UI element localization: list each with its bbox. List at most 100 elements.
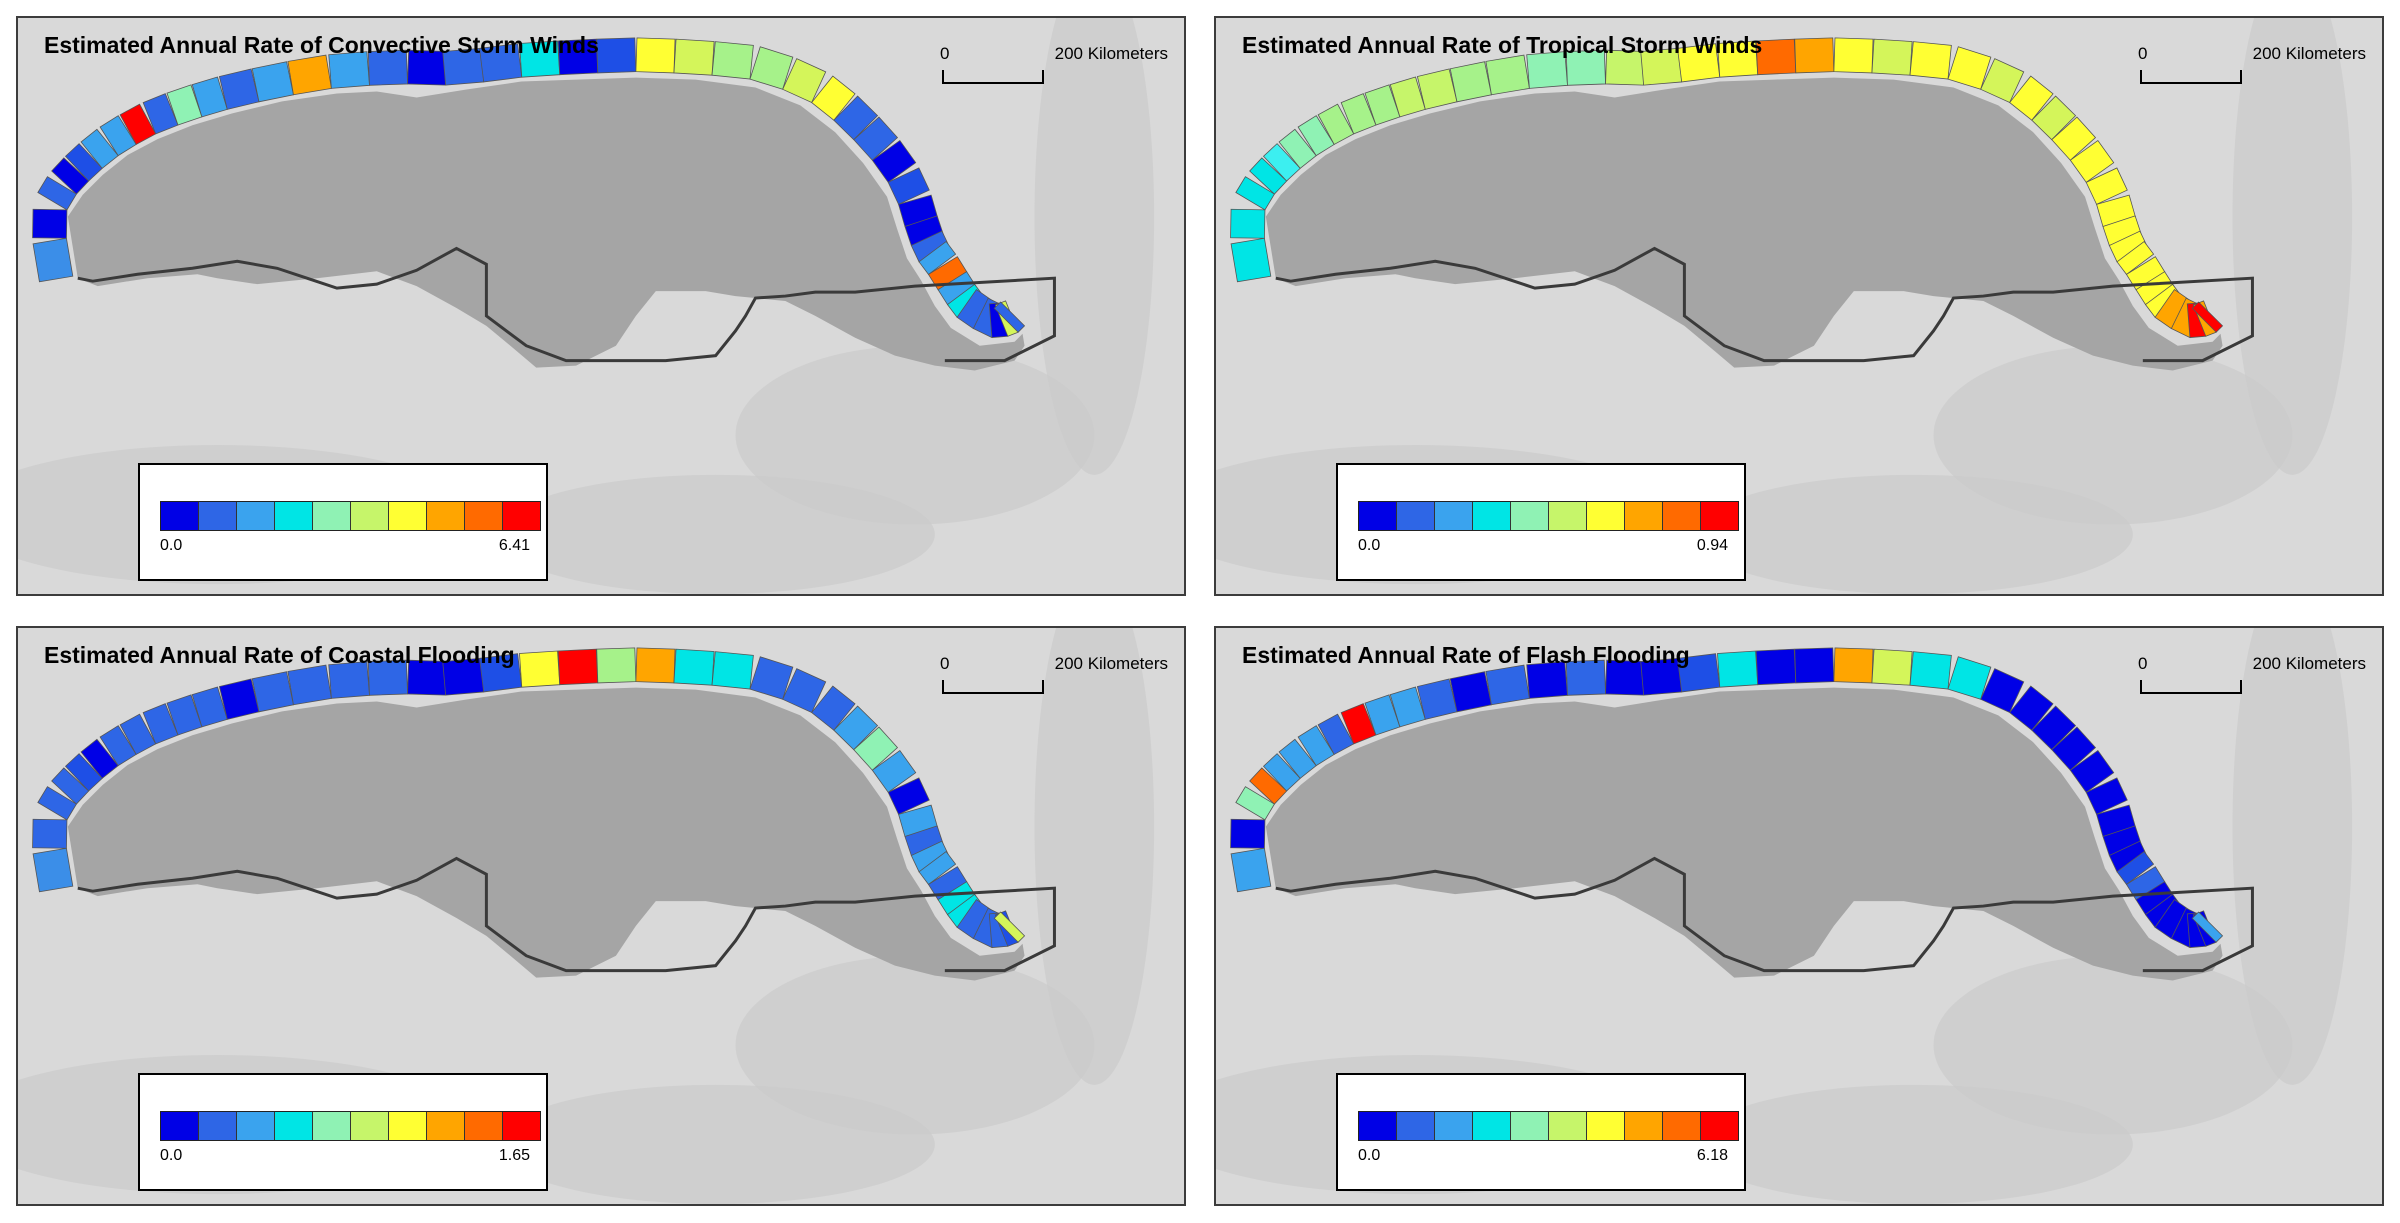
county-polygon — [1909, 651, 1952, 690]
county-polygon — [782, 58, 827, 104]
county-polygon — [2051, 726, 2097, 771]
legend-swatch — [275, 502, 313, 530]
county-polygon — [1947, 46, 1992, 90]
legend-swatch — [503, 1112, 540, 1140]
scale-bar-line — [2140, 70, 2242, 84]
county-polygon — [557, 38, 599, 76]
county-polygon — [635, 37, 676, 74]
county-polygon — [2031, 95, 2077, 141]
legend-swatch — [427, 502, 465, 530]
terrain-shading — [1034, 18, 1155, 475]
terrain-shading — [496, 1084, 935, 1204]
terrain-shading — [1933, 345, 2293, 525]
county-polygon — [1389, 76, 1426, 118]
legend-swatch — [1435, 1112, 1473, 1140]
county-polygon — [1717, 650, 1759, 688]
legend-swatch — [1397, 502, 1435, 530]
county-polygon — [1449, 61, 1492, 103]
legend-swatch — [1549, 502, 1587, 530]
scale-bar-line — [2140, 680, 2242, 694]
terrain-shading — [1694, 1084, 2133, 1204]
legend-swatch — [351, 502, 389, 530]
county-polygon — [811, 685, 856, 731]
county-polygon — [51, 157, 90, 195]
legend-swatch — [199, 1112, 237, 1140]
county-polygon — [479, 653, 523, 693]
county-polygon — [673, 648, 715, 686]
county-polygon — [2051, 116, 2097, 161]
legend-color-ramp — [160, 501, 541, 531]
county-polygon — [32, 237, 74, 283]
county-polygon — [1249, 157, 1288, 195]
color-legend: 0.0 1.65 — [138, 1073, 548, 1191]
legend-swatch — [237, 1112, 275, 1140]
legend-swatch — [161, 502, 199, 530]
county-polygon — [64, 143, 103, 182]
legend-color-ramp — [160, 1111, 541, 1141]
terrain-shading — [735, 345, 1095, 525]
scale-end-label: 200 Kilometers — [1054, 654, 1168, 673]
county-polygon — [37, 176, 77, 211]
scale-start-label: 0 — [2138, 654, 2148, 673]
scale-bar: 0 200 Kilometers — [2134, 44, 2366, 92]
legend-swatch — [1397, 1112, 1435, 1140]
terrain-shading — [1933, 955, 2293, 1135]
color-legend: 0.0 0.94 — [1336, 463, 1746, 581]
legend-swatch — [1625, 1112, 1663, 1140]
map-panel-coastal-flooding: Estimated Annual Rate of Coastal Floodin… — [16, 626, 1186, 1206]
legend-swatch — [503, 502, 540, 530]
county-polygon — [1755, 648, 1797, 686]
legend-swatch — [1473, 1112, 1511, 1140]
county-polygon — [596, 647, 637, 684]
county-polygon — [1980, 668, 2025, 714]
legend-min-label: 0.0 — [1358, 1147, 1381, 1164]
county-polygon — [1526, 51, 1568, 89]
county-polygon — [993, 911, 1026, 943]
county-polygon — [711, 41, 754, 80]
legend-swatch — [1435, 502, 1473, 530]
county-polygon — [1833, 647, 1874, 684]
county-polygon — [853, 726, 899, 771]
terrain-shading — [496, 474, 935, 594]
legend-swatch — [1701, 502, 1738, 530]
scale-bar: 0 200 Kilometers — [2134, 654, 2366, 702]
county-polygon — [833, 95, 879, 141]
study-area-boundary — [77, 246, 1056, 363]
county-polygon — [2009, 685, 2054, 731]
county-polygon — [1249, 767, 1288, 805]
legend-max-label: 0.94 — [1696, 537, 1728, 554]
county-polygon — [367, 49, 408, 86]
legend-max-label: 6.18 — [1696, 1147, 1728, 1164]
county-polygon — [287, 54, 332, 96]
county-polygon — [1677, 653, 1721, 693]
legend-swatch — [1359, 502, 1397, 530]
county-polygon — [557, 648, 599, 686]
county-polygon — [1794, 37, 1835, 74]
county-polygon — [1947, 656, 1992, 700]
legend-swatch — [161, 1112, 199, 1140]
county-polygon — [1235, 176, 1275, 211]
legend-swatch — [1587, 502, 1625, 530]
county-polygon — [1485, 54, 1530, 96]
legend-swatch — [351, 1112, 389, 1140]
county-polygon — [1389, 686, 1426, 728]
county-polygon — [519, 40, 561, 78]
map-panel-flash-flooding: Estimated Annual Rate of Flash Flooding … — [1214, 626, 2384, 1206]
county-polygon — [993, 301, 1026, 333]
county-polygon — [1677, 43, 1721, 83]
scale-start-label: 0 — [940, 654, 950, 673]
county-polygon — [1340, 93, 1377, 135]
map-title: Estimated Annual Rate of Coastal Floodin… — [44, 642, 515, 668]
legend-min-label: 0.0 — [160, 537, 183, 554]
scale-start-label: 0 — [940, 44, 950, 63]
scale-bar: 0 200 Kilometers — [936, 44, 1168, 92]
county-polygon — [2069, 749, 2115, 793]
study-area-boundary — [1275, 856, 2254, 973]
county-polygon — [1449, 671, 1492, 713]
legend-swatch — [199, 502, 237, 530]
county-polygon — [1262, 753, 1301, 792]
scale-bar-line — [942, 70, 1044, 84]
legend-swatch — [313, 502, 351, 530]
county-polygon — [218, 678, 260, 720]
legend-color-ramp — [1358, 501, 1739, 531]
